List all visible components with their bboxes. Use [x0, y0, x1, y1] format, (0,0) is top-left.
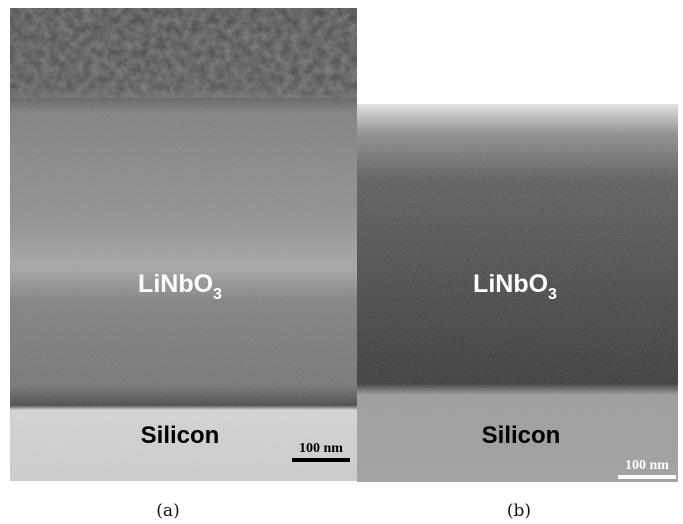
substrate-label: Silicon: [141, 422, 220, 449]
scale-bar-label: 100 nm: [625, 458, 669, 473]
scale-bar-label: 100 nm: [299, 441, 343, 456]
figure: LiNbO3 Silicon 100 nm LiNbO3 Silicon 100…: [0, 0, 683, 524]
image-noise: [10, 8, 357, 481]
caption: (b): [507, 501, 531, 521]
caption: (a): [156, 501, 179, 521]
panel-b: LiNbO3 Silicon 100 nm: [357, 104, 678, 482]
panel-a: LiNbO3 Silicon 100 nm: [10, 8, 357, 481]
substrate-label: Silicon: [482, 422, 561, 449]
scale-bar: [292, 458, 350, 462]
scale-bar: [618, 475, 676, 479]
